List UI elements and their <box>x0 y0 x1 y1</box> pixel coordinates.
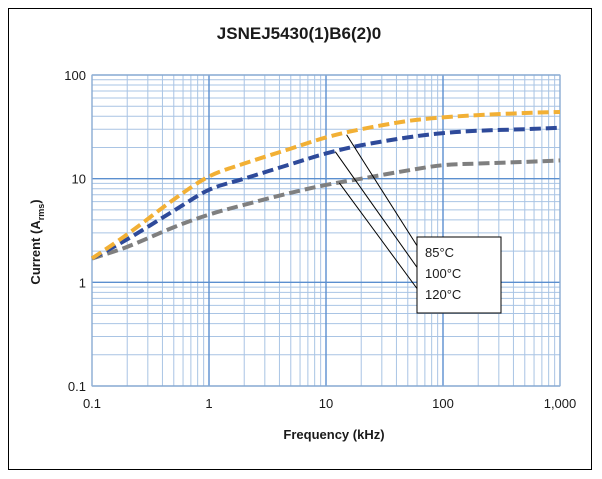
legend-label: 100°C <box>425 266 461 281</box>
x-axis-title: Frequency (kHz) <box>283 427 384 442</box>
legend-leader-lines <box>334 134 422 295</box>
y-tick-label: 100 <box>64 68 86 83</box>
y-tick-label: 0.1 <box>68 379 86 394</box>
plot-area <box>91 74 561 387</box>
x-tick-label: 100 <box>432 396 454 411</box>
y-axis-title-end: ) <box>28 199 43 203</box>
chart-frame: JSNEJ5430(1)B6(2)0 0.1 1 10 100 1,000 0.1 1 10… <box>8 8 592 470</box>
y-axis-title-sub: rms <box>36 204 46 221</box>
series-line-2 <box>91 125 561 261</box>
x-tick-labels: 0.1 1 10 100 1,000 <box>83 396 576 411</box>
legend-entries: 85°C 100°C 120°C <box>425 245 461 302</box>
chart-svg: JSNEJ5430(1)B6(2)0 0.1 1 10 100 1,000 0.1 1 10… <box>28 24 576 442</box>
leader-line <box>334 151 422 274</box>
legend-label: 85°C <box>425 245 454 260</box>
x-tick-label: 1 <box>205 396 212 411</box>
x-tick-label: 10 <box>319 396 333 411</box>
series-line-3 <box>91 158 561 261</box>
y-axis-title-main: Current (A <box>28 220 43 285</box>
y-axis-title: Current (Arms) <box>28 199 46 284</box>
x-tick-label: 0.1 <box>83 396 101 411</box>
leader-line <box>338 182 422 295</box>
series-line-1 <box>90 109 561 261</box>
y-tick-label: 10 <box>72 172 86 187</box>
x-tick-label: 1,000 <box>544 396 577 411</box>
y-tick-label: 1 <box>79 275 86 290</box>
legend-label: 120°C <box>425 287 461 302</box>
leader-line <box>346 134 422 253</box>
y-tick-labels: 0.1 1 10 100 <box>64 68 86 394</box>
chart-title: JSNEJ5430(1)B6(2)0 <box>217 24 381 43</box>
series-lines <box>90 109 561 261</box>
legend-box <box>416 236 502 314</box>
